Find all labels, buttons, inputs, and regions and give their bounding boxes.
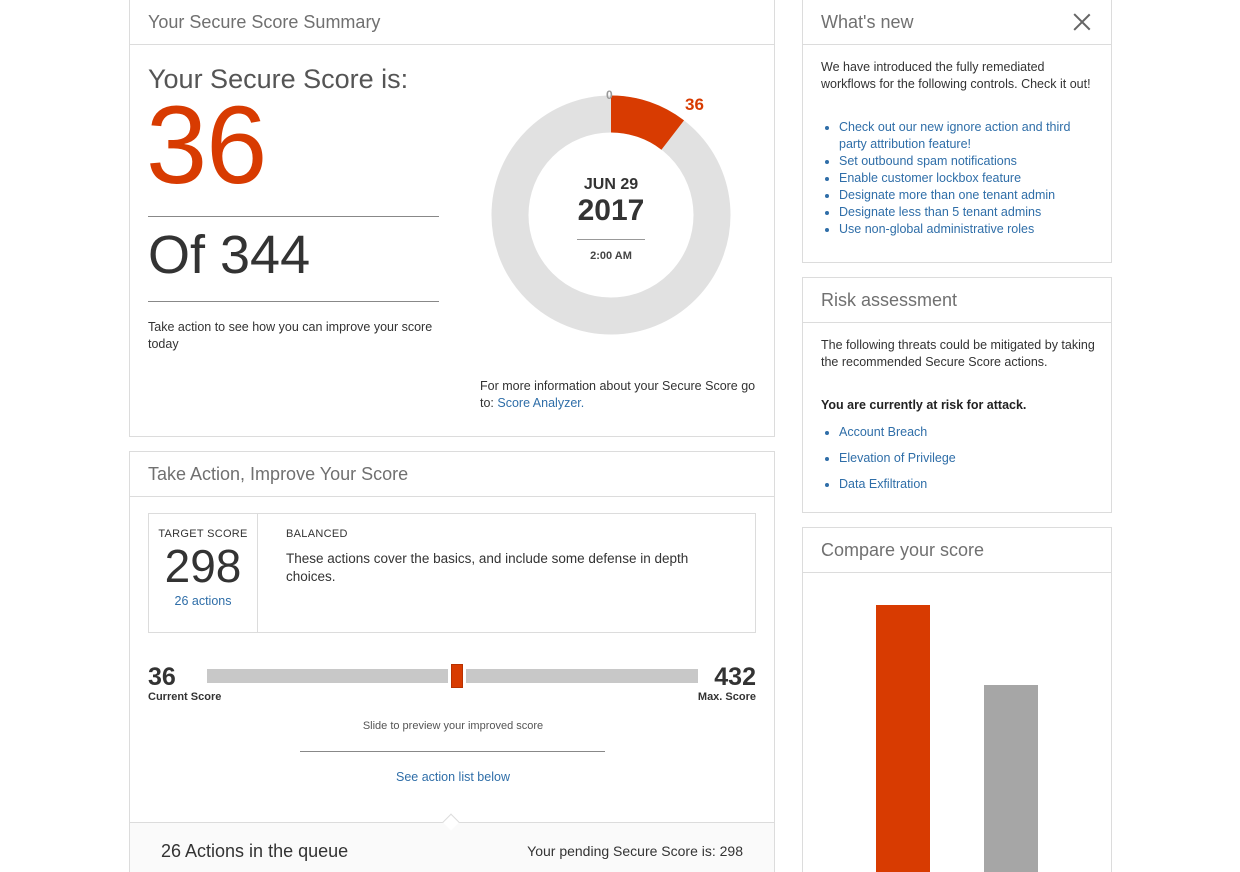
whats-new-link[interactable]: Designate more than one tenant admin <box>839 188 1056 202</box>
risk-link[interactable]: Data Exfiltration <box>839 477 928 491</box>
whats-new-link[interactable]: Set outbound spam notifications <box>839 154 1017 168</box>
donut-time: 2:00 AM <box>590 250 632 262</box>
risk-assessment-card: Risk assessment The following threats co… <box>802 277 1112 513</box>
take-action-title: Take Action, Improve Your Score <box>148 463 409 484</box>
divider <box>148 301 439 302</box>
risk-item[interactable]: Data Exfiltration <box>839 471 956 497</box>
max-score-value: 432 <box>714 663 756 691</box>
see-action-list-container: See action list below <box>130 770 776 784</box>
compare-header: Compare your score <box>803 528 1111 573</box>
score-max-text: Of 344 <box>148 225 311 285</box>
whats-new-item[interactable]: Designate less than 5 tenant admins <box>839 204 1099 221</box>
risk-link[interactable]: Elevation of Privilege <box>839 451 956 465</box>
whats-new-header: What's new <box>803 0 1111 45</box>
risk-alert: You are currently at risk for attack. <box>821 398 1027 412</box>
whats-new-item[interactable]: Set outbound spam notifications <box>839 153 1099 170</box>
more-info-prefix: For more information about your Secure S… <box>480 379 756 410</box>
close-icon[interactable] <box>1071 11 1093 33</box>
profile-title: BALANCED <box>286 528 348 540</box>
target-score-label: TARGET SCORE <box>158 528 248 540</box>
take-action-header: Take Action, Improve Your Score <box>130 452 774 497</box>
profile-description: These actions cover the basics, and incl… <box>286 551 689 584</box>
risk-intro: The following threats could be mitigated… <box>821 338 1095 369</box>
score-slider[interactable] <box>207 664 698 688</box>
risk-header: Risk assessment <box>803 278 1111 323</box>
risk-link[interactable]: Account Breach <box>839 425 928 439</box>
whats-new-item[interactable]: Enable customer lockbox feature <box>839 170 1099 187</box>
whats-new-item[interactable]: Designate more than one tenant admin <box>839 187 1099 204</box>
divider <box>148 216 439 217</box>
slider-hint: Slide to preview your improved score <box>362 720 544 732</box>
slider-track-left <box>207 669 448 683</box>
whats-new-link[interactable]: Designate less than 5 tenant admins <box>839 205 1042 219</box>
donut-year: 2017 <box>577 194 645 227</box>
risk-title: Risk assessment <box>821 289 958 310</box>
donut-divider <box>577 239 645 240</box>
current-score-value: 36 <box>148 663 176 691</box>
comparison-score-bar <box>984 685 1038 872</box>
pending-score-text: Your pending Secure Score is: 298 <box>527 843 743 859</box>
secure-score-summary-card: Your Secure Score Summary Your Secure Sc… <box>129 0 775 437</box>
improve-score-text: Take action to see how you can improve y… <box>148 320 433 351</box>
actions-queue-title: 26 Actions in the queue <box>161 841 349 861</box>
target-score-value: 298 <box>164 540 242 592</box>
risk-list: Account Breach Elevation of Privilege Da… <box>839 419 956 497</box>
whats-new-link[interactable]: Enable customer lockbox feature <box>839 171 1022 185</box>
whats-new-link[interactable]: Use non-global administrative roles <box>839 222 1035 236</box>
whats-new-link[interactable]: Check out our new ignore action and thir… <box>839 120 1071 151</box>
your-score-bar <box>876 605 930 872</box>
summary-card-header: Your Secure Score Summary <box>130 0 774 45</box>
max-score-label: Max. Score <box>697 691 756 703</box>
take-action-card: Take Action, Improve Your Score TARGET S… <box>129 451 775 872</box>
whats-new-item[interactable]: Check out our new ignore action and thir… <box>839 119 1099 153</box>
target-score-panel[interactable]: TARGET SCORE 298 26 actions BALANCED The… <box>148 513 756 633</box>
donut-zero-label: 0 <box>606 88 613 102</box>
target-score-summary: TARGET SCORE 298 26 actions <box>149 514 258 632</box>
whats-new-list: Check out our new ignore action and thir… <box>839 119 1099 238</box>
compare-title: Compare your score <box>821 539 985 560</box>
risk-item[interactable]: Elevation of Privilege <box>839 445 956 471</box>
compare-score-card: Compare your score <box>802 527 1112 872</box>
whats-new-title: What's new <box>821 11 914 32</box>
whats-new-intro: We have introduced the fully remediated … <box>821 60 1091 91</box>
target-actions-link[interactable]: 26 actions <box>174 593 232 608</box>
score-analyzer-link[interactable]: Score Analyzer. <box>497 396 585 410</box>
summary-card-title: Your Secure Score Summary <box>148 11 381 32</box>
risk-item[interactable]: Account Breach <box>839 419 956 445</box>
current-score-label: Current Score <box>148 691 222 703</box>
whats-new-item[interactable]: Use non-global administrative roles <box>839 221 1099 238</box>
more-info-text: For more information about your Secure S… <box>480 378 760 412</box>
slider-track-right <box>466 669 698 683</box>
donut-date: JUN 29 <box>583 176 639 193</box>
whats-new-card: What's new We have introduced the fully … <box>802 0 1112 263</box>
slider-handle[interactable] <box>451 664 463 688</box>
action-queue-bar <box>130 822 774 872</box>
donut-score-arc <box>610 95 685 151</box>
score-donut-chart <box>491 95 731 335</box>
score-label: Your Secure Score is: <box>148 64 409 94</box>
divider <box>300 751 605 752</box>
see-action-list-link[interactable]: See action list below <box>396 770 510 784</box>
donut-score-label: 36 <box>685 95 704 114</box>
secure-score-value: 36 <box>146 84 267 207</box>
